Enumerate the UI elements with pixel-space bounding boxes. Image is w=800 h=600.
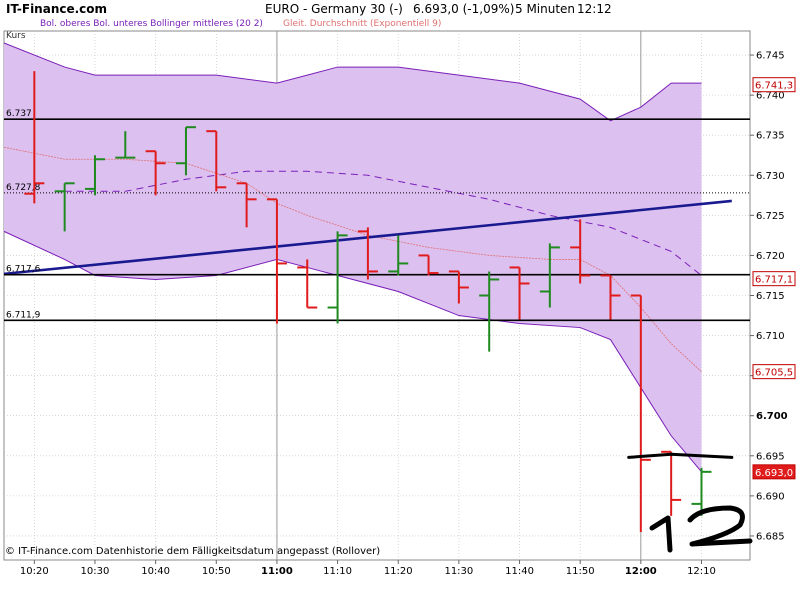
ohlc-bar [570,219,591,284]
y-tick-label: 6.745 [756,51,785,62]
price-badge-box [752,464,796,480]
x-tick-label: 12:10 [687,566,716,577]
x-tick-label: 10:20 [20,566,49,577]
ohlc-bar [54,182,75,232]
handwritten-digit-one [649,515,673,553]
ohlc-bar [206,130,227,192]
ohlc-bar [691,467,712,516]
price-badge-label: 6.705,5 [755,368,793,379]
x-tick-label: 11:50 [566,566,595,577]
price-badge-box [752,77,796,93]
y-tick-label: 6.700 [756,411,788,422]
bollinger-middle-line [64,170,702,276]
chart-interval: 5 Minuten [515,2,576,16]
level-label: 6.737 [6,109,32,119]
handdrawn-line [627,452,734,459]
ohlc-bar [145,150,166,196]
ohlc-bar [24,71,45,204]
x-tick-label: 12:00 [625,566,657,577]
y-tick-label: 6.725 [756,211,785,222]
ohlc-bar [388,235,409,276]
x-tick-label: 11:20 [384,566,413,577]
ohlc-bar [236,182,257,228]
ohlc-bar [448,270,469,304]
ohlc-bar [661,450,682,516]
chart-header: IT-Finance.com Bol. oberes Bol. unteres … [0,0,800,29]
x-tick-label: 11:30 [444,566,473,577]
level-label: 6.711,9 [6,310,41,320]
ohlc-bar [630,294,651,532]
bollinger-upper-line [3,42,702,122]
kurs-label: Kurs [6,31,26,41]
y-tick-label: 6.715 [756,291,785,302]
y-tick-label: 6.685 [756,531,785,542]
ohlc-bar [327,231,348,324]
ohlc-bar [297,259,318,309]
x-tick-label: 11:00 [261,566,293,577]
price-badge-label: 6.717,1 [755,275,793,286]
price-badge-box [752,271,796,287]
x-tick-label: 11:10 [323,566,352,577]
ohlc-bar [539,243,560,308]
y-tick-label: 6.735 [756,131,785,142]
y-tick-label: 6.740 [756,91,785,102]
y-tick-label: 6.695 [756,451,785,462]
ohlc-bar [479,271,500,352]
chart-time: 12:12 [577,2,612,16]
site-name: IT-Finance.com [6,2,108,16]
level-label: 6.727,8 [6,183,41,193]
legend-ema: Gleit. Durchschnitt (Exponentiell 9) [283,19,442,29]
y-tick-label: 6.720 [756,251,785,262]
legend-bollinger: Bol. oberes Bol. unteres Bollinger mittl… [40,19,263,29]
ohlc-bar [266,198,287,324]
ohlc-bar [600,274,621,320]
x-tick-label: 10:50 [202,566,231,577]
ohlc-bar [357,227,378,280]
instrument-quote: 6.693,0 (-1,09%) [413,2,515,16]
price-badge-label: 6.741,3 [755,81,793,92]
bollinger-lower-line [3,230,702,473]
x-tick-label: 10:40 [141,566,170,577]
y-tick-label: 6.690 [756,491,785,502]
x-tick-label: 11:40 [505,566,534,577]
ohlc-bar [509,266,530,320]
y-tick-label: 6.730 [756,171,785,182]
price-badge-label: 6.693,0 [755,468,793,479]
price-badge-box [752,364,796,380]
bollinger-band-fill [4,43,702,472]
level-label: 6.717,6 [6,265,41,275]
instrument-title: EURO - Germany 30 (-) [265,2,403,16]
ohlc-bar [84,155,105,196]
y-tick-label: 6.710 [756,331,785,342]
ohlc-bar [175,126,196,176]
ohlc-bar [115,131,136,159]
ohlc-bar [418,254,439,276]
copyright-text: © IT-Finance.com Datenhistorie dem Fälli… [5,546,381,557]
handwritten-digit-two [687,505,753,547]
x-tick-label: 10:30 [81,566,110,577]
